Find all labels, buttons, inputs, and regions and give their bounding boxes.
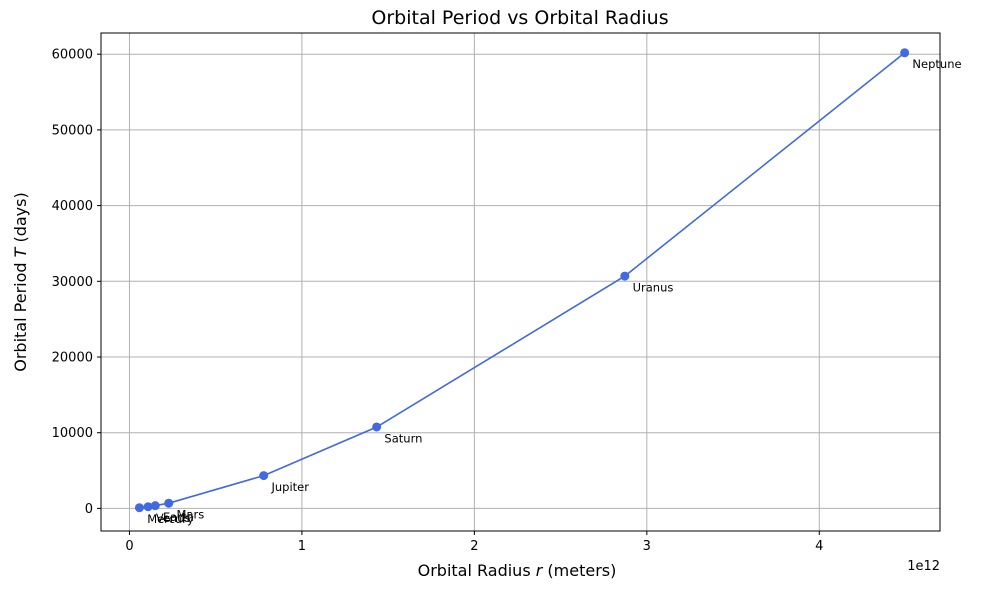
chart-title: Orbital Period vs Orbital Radius xyxy=(371,7,668,29)
point-label: Mars xyxy=(177,508,205,522)
plot-frame xyxy=(100,32,941,532)
y-tick-label: 40000 xyxy=(52,199,93,214)
y-tick-label: 60000 xyxy=(52,48,93,63)
x-tick-label: 1 xyxy=(298,539,306,554)
data-point xyxy=(372,422,382,432)
x-axis-offset-label: 1e12 xyxy=(907,559,940,574)
y-tick-label: 0 xyxy=(85,502,93,517)
x-tick-label: 4 xyxy=(815,539,823,554)
y-axis-label: Orbital Period T (days) xyxy=(11,192,30,371)
data-point xyxy=(134,503,144,513)
y-tick-label: 50000 xyxy=(52,123,93,138)
y-tick-label: 30000 xyxy=(52,275,93,290)
data-point xyxy=(620,271,630,281)
series-line xyxy=(139,52,906,509)
x-tick-label: 0 xyxy=(125,539,133,554)
data-point xyxy=(150,501,160,511)
data-point xyxy=(900,48,910,58)
point-label: Jupiter xyxy=(270,480,309,494)
point-label: Neptune xyxy=(912,57,961,71)
data-point xyxy=(164,498,174,508)
point-label: Saturn xyxy=(384,431,422,445)
data-point xyxy=(259,471,269,481)
point-label: Mercury xyxy=(147,512,194,526)
x-axis-label: Orbital Radius r (meters) xyxy=(418,561,617,580)
point-label: Uranus xyxy=(633,280,674,294)
y-tick-label: 10000 xyxy=(52,426,93,441)
tick-layer: 0 1 2 3 4 0 10000 20000 30000 40000 50000 60000 xyxy=(52,48,824,554)
x-tick-label: 3 xyxy=(643,539,651,554)
x-tick-label: 2 xyxy=(470,539,478,554)
y-tick-label: 20000 xyxy=(52,351,93,366)
data-point xyxy=(143,502,153,512)
point-label: Venus xyxy=(156,511,191,525)
point-label: Earth xyxy=(163,510,194,524)
grid-lines xyxy=(101,33,940,531)
